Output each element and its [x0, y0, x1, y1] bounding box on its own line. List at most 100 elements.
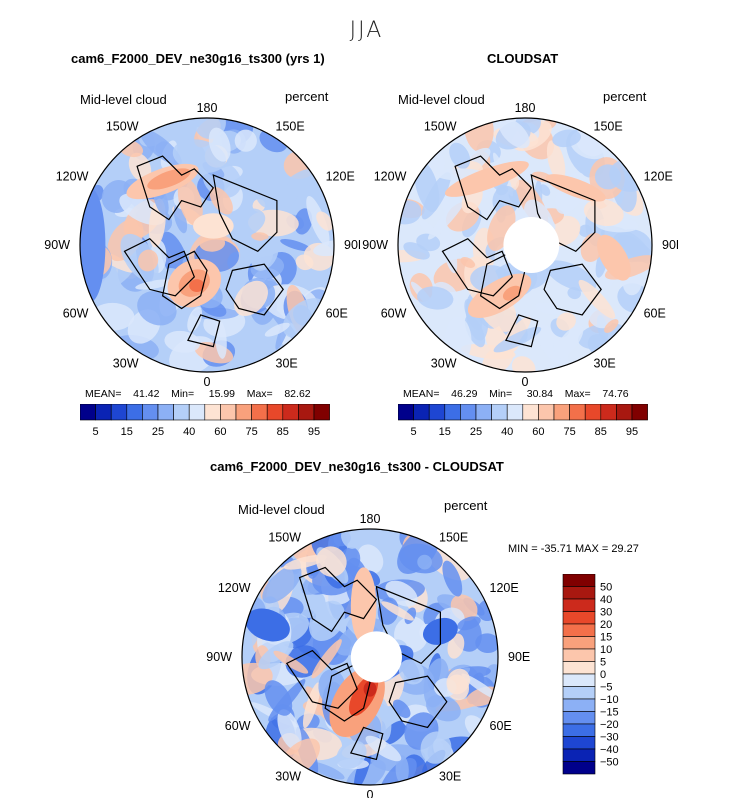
panel2-title: CLOUDSAT	[487, 51, 559, 66]
contour-patch	[234, 129, 257, 152]
colorbar-swatch	[600, 404, 617, 421]
colorbar-swatch	[569, 404, 586, 421]
colorbar-tick-label: −50	[600, 757, 619, 769]
lon-label: 120E	[490, 581, 519, 595]
colorbar-tick-label: 30	[600, 607, 612, 619]
colorbar-swatch	[562, 598, 596, 612]
contour-patch	[234, 280, 268, 316]
coastline	[441, 237, 514, 297]
coastline	[349, 726, 384, 761]
lon-label: 60E	[326, 307, 348, 321]
contour-patch	[280, 238, 312, 252]
colorbar-tick-label: 50	[600, 582, 612, 594]
contour-patch	[316, 211, 334, 231]
panel1-max-value: 82.62	[284, 388, 311, 400]
contour-patch	[392, 699, 411, 719]
panel2-variable-label: Mid-level cloud	[398, 92, 485, 107]
colorbar-swatch	[460, 404, 477, 421]
lon-label: 150W	[106, 119, 139, 133]
panel1-max-label: Max=	[246, 388, 273, 400]
lon-label: 150W	[424, 119, 457, 133]
contour-patch	[460, 257, 476, 268]
panel2-mean-value: 46.29	[451, 388, 478, 400]
colorbar-tick-label: 95	[308, 426, 320, 438]
contour-patch	[255, 186, 273, 208]
panel2-min-label: Min=	[489, 388, 513, 400]
lon-label: 60W	[381, 307, 407, 321]
colorbar-tick-label: 85	[277, 426, 289, 438]
colorbar-tick-label: 15	[600, 632, 612, 644]
coastline	[136, 155, 215, 221]
coastline	[298, 566, 378, 633]
panel1-variable-label: Mid-level cloud	[80, 92, 167, 107]
colorbar-swatch	[562, 698, 596, 712]
figure-suptitle: JJA	[349, 18, 384, 43]
colorbar-swatch	[506, 404, 524, 421]
lon-label: 30E	[276, 357, 298, 371]
lon-label: 120E	[644, 170, 673, 184]
colorbar-tick-label: −10	[600, 694, 619, 706]
contour-patch	[464, 118, 494, 153]
panel2-max-label: Max=	[564, 388, 591, 400]
panel1-polar-map: 180 150E 120E 90E 60E 30E 0 30W 60W 90W 120W 150W	[44, 101, 360, 389]
colorbar-tick-label: 85	[595, 426, 607, 438]
contour-patch	[475, 633, 498, 654]
contour-patch	[135, 279, 173, 290]
colorbar-swatch	[126, 404, 143, 421]
colorbar-swatch	[110, 404, 128, 421]
contour-patch	[223, 208, 266, 238]
missing-data-pole	[503, 217, 560, 273]
contour-patch	[539, 184, 551, 196]
colorbar-tick-label: −5	[600, 682, 613, 694]
lon-label: 90W	[44, 238, 70, 252]
lon-label: 120W	[374, 170, 407, 184]
colorbar-tick-label: 40	[183, 426, 195, 438]
lon-label: 120E	[326, 170, 355, 184]
contour-patch	[177, 177, 203, 226]
coastline	[543, 263, 602, 316]
colorbar-swatch	[562, 636, 596, 650]
coastline	[388, 675, 448, 729]
panel2-max-value: 74.76	[602, 388, 629, 400]
contour-patch	[128, 152, 152, 182]
colorbar-swatch	[562, 623, 596, 637]
contour-patch	[461, 673, 498, 702]
contour-patch	[173, 204, 188, 234]
panel3-variable-label: Mid-level cloud	[238, 502, 325, 517]
contour-patch	[294, 208, 313, 235]
panel3-title: cam6_F2000_DEV_ne30g16_ts300 - CLOUDSAT	[210, 459, 504, 474]
contour-patch	[336, 740, 367, 770]
colorbar-swatch	[562, 611, 596, 625]
contour-patch	[447, 633, 465, 659]
colorbar-swatch	[188, 404, 206, 421]
map-border	[241, 528, 499, 786]
contour-feature	[189, 279, 205, 292]
lon-label: 90E	[508, 650, 530, 664]
contour-feature	[467, 273, 532, 318]
contour-patch	[552, 129, 581, 148]
contour-patch	[209, 186, 233, 215]
contour-patch	[316, 546, 347, 577]
lon-label: 0	[367, 788, 374, 798]
lon-label: 90W	[206, 650, 232, 664]
contour-patch	[341, 529, 360, 549]
colorbar-swatch	[522, 404, 539, 421]
contour-patch	[420, 731, 452, 764]
contour-patch	[295, 254, 314, 271]
colorbar-swatch	[251, 404, 268, 421]
contour-patch	[208, 127, 231, 162]
lon-label: 30E	[439, 770, 461, 784]
contour-patch	[199, 234, 226, 252]
coastline	[375, 585, 441, 665]
contour-patch	[578, 279, 616, 319]
colorbar-swatch	[220, 404, 237, 421]
panel1-stats: MEAN= 41.42 Min= 15.99 Max= 82.62	[85, 388, 311, 400]
panel3-polar-map: 180 150E 120E 90E 60E 30E 0 30W 60W 90W 120W 150W	[206, 512, 530, 798]
lon-label: 0	[522, 375, 529, 389]
panel3-units-label: percent	[444, 498, 488, 513]
colorbar-swatch	[562, 736, 596, 750]
contour-patch	[273, 184, 297, 207]
contour-patch	[251, 232, 269, 241]
contour-patch	[511, 356, 536, 372]
contour-patch	[311, 639, 342, 679]
